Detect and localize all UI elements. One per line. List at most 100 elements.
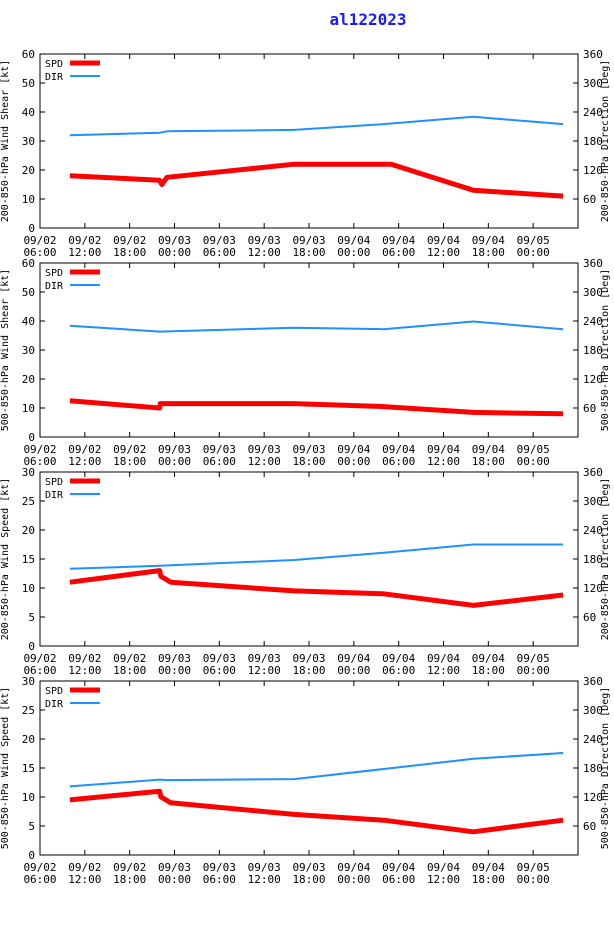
x-tick-time-label: 06:00 xyxy=(23,664,56,677)
x-tick-time-label: 12:00 xyxy=(248,664,281,677)
x-tick-time-label: 18:00 xyxy=(113,455,146,468)
y-left-tick-label: 5 xyxy=(28,820,35,833)
x-tick-time-label: 18:00 xyxy=(292,873,325,886)
x-tick-date-label: 09/03 xyxy=(158,234,191,247)
x-tick-date-label: 09/04 xyxy=(337,234,370,247)
legend-label-spd: SPD xyxy=(45,59,63,70)
y-right-tick-label: 60 xyxy=(583,611,596,624)
y-left-tick-label: 0 xyxy=(28,431,35,444)
x-tick-time-label: 06:00 xyxy=(203,455,236,468)
y-left-tick-label: 10 xyxy=(22,402,35,415)
y-left-tick-label: 0 xyxy=(28,849,35,862)
panels-container: 01020304050606012018024030036009/0206:00… xyxy=(0,48,611,886)
x-tick-date-label: 09/03 xyxy=(248,652,281,665)
x-tick-date-label: 09/04 xyxy=(472,234,505,247)
y-right-tick-label: 300 xyxy=(583,495,603,508)
legend-label-dir: DIR xyxy=(45,72,64,83)
y-left-tick-label: 30 xyxy=(22,675,35,688)
x-tick-date-label: 09/02 xyxy=(23,861,56,874)
y-left-tick-label: 25 xyxy=(22,495,35,508)
y-left-tick-label: 50 xyxy=(22,286,35,299)
x-tick-time-label: 06:00 xyxy=(23,873,56,886)
y-left-tick-label: 0 xyxy=(28,640,35,653)
legend-label-spd: SPD xyxy=(45,477,63,488)
y-left-tick-label: 5 xyxy=(28,611,35,624)
y-right-tick-label: 360 xyxy=(583,675,603,688)
x-tick-time-label: 06:00 xyxy=(203,246,236,259)
y-left-axis-label: 200-850-hPa Wind Shear [kt] xyxy=(0,60,11,223)
y-left-tick-label: 15 xyxy=(22,553,35,566)
x-tick-time-label: 18:00 xyxy=(113,664,146,677)
y-right-tick-label: 300 xyxy=(583,704,603,717)
y-left-tick-label: 30 xyxy=(22,135,35,148)
y-left-tick-label: 10 xyxy=(22,582,35,595)
x-tick-date-label: 09/03 xyxy=(158,443,191,456)
x-tick-time-label: 18:00 xyxy=(113,246,146,259)
y-left-tick-label: 15 xyxy=(22,762,35,775)
x-tick-time-label: 12:00 xyxy=(68,246,101,259)
y-right-axis-label: 200-850-hPa Direction [Deg] xyxy=(600,478,611,641)
x-tick-date-label: 09/05 xyxy=(517,234,550,247)
y-right-tick-label: 120 xyxy=(583,164,603,177)
x-tick-time-label: 12:00 xyxy=(248,246,281,259)
x-tick-time-label: 00:00 xyxy=(337,664,370,677)
x-tick-date-label: 09/02 xyxy=(113,234,146,247)
y-right-tick-label: 60 xyxy=(583,193,596,206)
y-right-tick-label: 360 xyxy=(583,466,603,479)
x-tick-date-label: 09/03 xyxy=(158,652,191,665)
x-tick-date-label: 09/02 xyxy=(68,861,101,874)
x-tick-date-label: 09/04 xyxy=(427,861,460,874)
x-tick-time-label: 06:00 xyxy=(382,246,415,259)
x-tick-date-label: 09/05 xyxy=(517,652,550,665)
x-tick-time-label: 12:00 xyxy=(68,455,101,468)
y-right-tick-label: 120 xyxy=(583,373,603,386)
y-left-tick-label: 20 xyxy=(22,524,35,537)
x-tick-time-label: 00:00 xyxy=(158,455,191,468)
x-tick-time-label: 12:00 xyxy=(68,873,101,886)
x-tick-time-label: 18:00 xyxy=(292,664,325,677)
dir-series-line xyxy=(69,115,564,137)
y-left-axis-label: 500-850-hPa Wind Speed [kt] xyxy=(0,687,11,850)
x-tick-date-label: 09/03 xyxy=(158,861,191,874)
x-tick-time-label: 00:00 xyxy=(337,246,370,259)
panel-1: 01020304050606012018024030036009/0206:00… xyxy=(0,48,611,259)
x-tick-date-label: 09/04 xyxy=(337,443,370,456)
y-left-tick-label: 20 xyxy=(22,164,35,177)
x-tick-time-label: 00:00 xyxy=(158,664,191,677)
legend-label-dir: DIR xyxy=(45,490,64,501)
x-tick-date-label: 09/04 xyxy=(472,861,505,874)
legend-label-spd: SPD xyxy=(45,268,63,279)
y-left-tick-label: 40 xyxy=(22,106,35,119)
x-tick-time-label: 18:00 xyxy=(472,455,505,468)
x-tick-date-label: 09/02 xyxy=(113,652,146,665)
x-tick-date-label: 09/04 xyxy=(427,443,460,456)
x-tick-date-label: 09/02 xyxy=(113,861,146,874)
legend-label-dir: DIR xyxy=(45,699,64,710)
x-tick-date-label: 09/04 xyxy=(382,861,415,874)
x-tick-date-label: 09/03 xyxy=(292,443,325,456)
y-right-axis-label: 200-850-hPa Direction [Deg] xyxy=(600,60,611,223)
x-tick-time-label: 12:00 xyxy=(248,455,281,468)
x-tick-date-label: 09/03 xyxy=(248,234,281,247)
x-tick-time-label: 06:00 xyxy=(382,455,415,468)
x-tick-date-label: 09/03 xyxy=(203,861,236,874)
y-right-tick-label: 120 xyxy=(583,582,603,595)
x-tick-time-label: 12:00 xyxy=(427,246,460,259)
y-right-tick-label: 360 xyxy=(583,48,603,61)
panel-3: 0510152025306012018024030036009/0206:000… xyxy=(0,466,611,677)
x-tick-date-label: 09/05 xyxy=(517,861,550,874)
x-tick-date-label: 09/03 xyxy=(203,234,236,247)
y-right-tick-label: 180 xyxy=(583,762,603,775)
x-tick-date-label: 09/03 xyxy=(292,861,325,874)
y-left-tick-label: 20 xyxy=(22,733,35,746)
panel-4: 0510152025306012018024030036009/0206:000… xyxy=(0,675,611,886)
y-left-tick-label: 10 xyxy=(22,791,35,804)
x-tick-time-label: 00:00 xyxy=(517,873,550,886)
panel-2: 01020304050606012018024030036009/0206:00… xyxy=(0,257,611,468)
x-tick-time-label: 06:00 xyxy=(203,873,236,886)
y-left-tick-label: 60 xyxy=(22,257,35,270)
y-right-tick-label: 180 xyxy=(583,135,603,148)
y-right-axis-label: 500-850-hPa Direction [Deg] xyxy=(600,687,611,850)
x-tick-date-label: 09/04 xyxy=(427,234,460,247)
x-tick-date-label: 09/03 xyxy=(292,234,325,247)
